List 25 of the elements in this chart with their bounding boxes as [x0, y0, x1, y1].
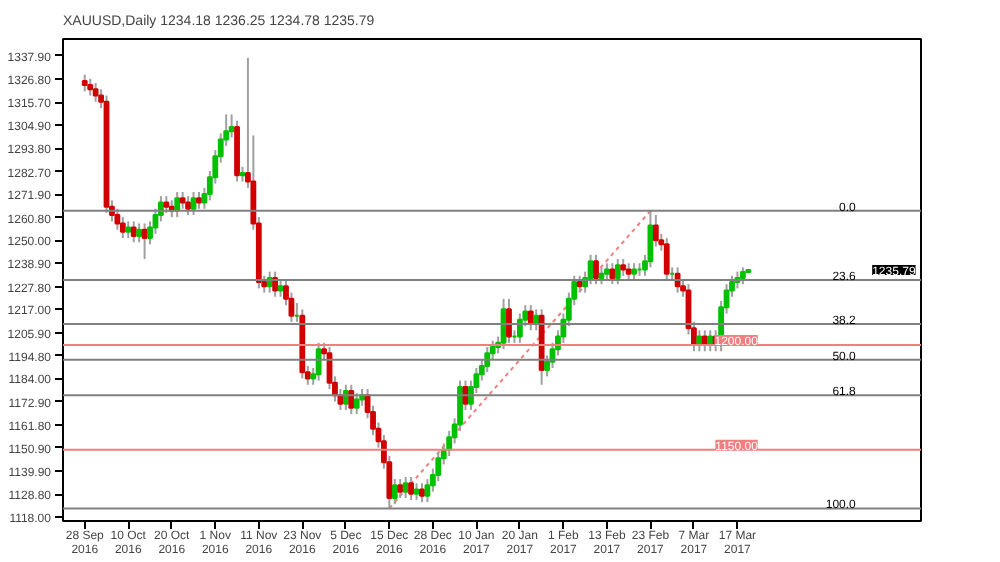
candlestick — [391, 478, 398, 506]
candlestick — [516, 312, 523, 344]
candlestick — [190, 190, 197, 217]
candlestick — [130, 220, 137, 244]
candlestick — [609, 262, 616, 286]
candlestick — [402, 475, 409, 499]
candlestick — [174, 190, 181, 219]
candlestick — [484, 346, 491, 374]
candlestick — [353, 392, 360, 416]
candlestick — [652, 214, 659, 248]
candlestick — [136, 222, 143, 244]
candlestick — [419, 482, 425, 504]
candlestick — [397, 478, 404, 499]
candlestick — [506, 297, 512, 344]
candlestick — [614, 258, 621, 286]
candlestick — [587, 253, 594, 286]
candlestick — [119, 216, 126, 240]
candlestick — [408, 475, 414, 502]
candlestick — [315, 341, 322, 382]
candlestick — [114, 207, 121, 231]
candlestick — [663, 237, 670, 281]
candlestick — [92, 82, 99, 103]
candlestick — [348, 383, 355, 416]
candlestick — [593, 253, 599, 286]
candlestick — [185, 195, 191, 217]
